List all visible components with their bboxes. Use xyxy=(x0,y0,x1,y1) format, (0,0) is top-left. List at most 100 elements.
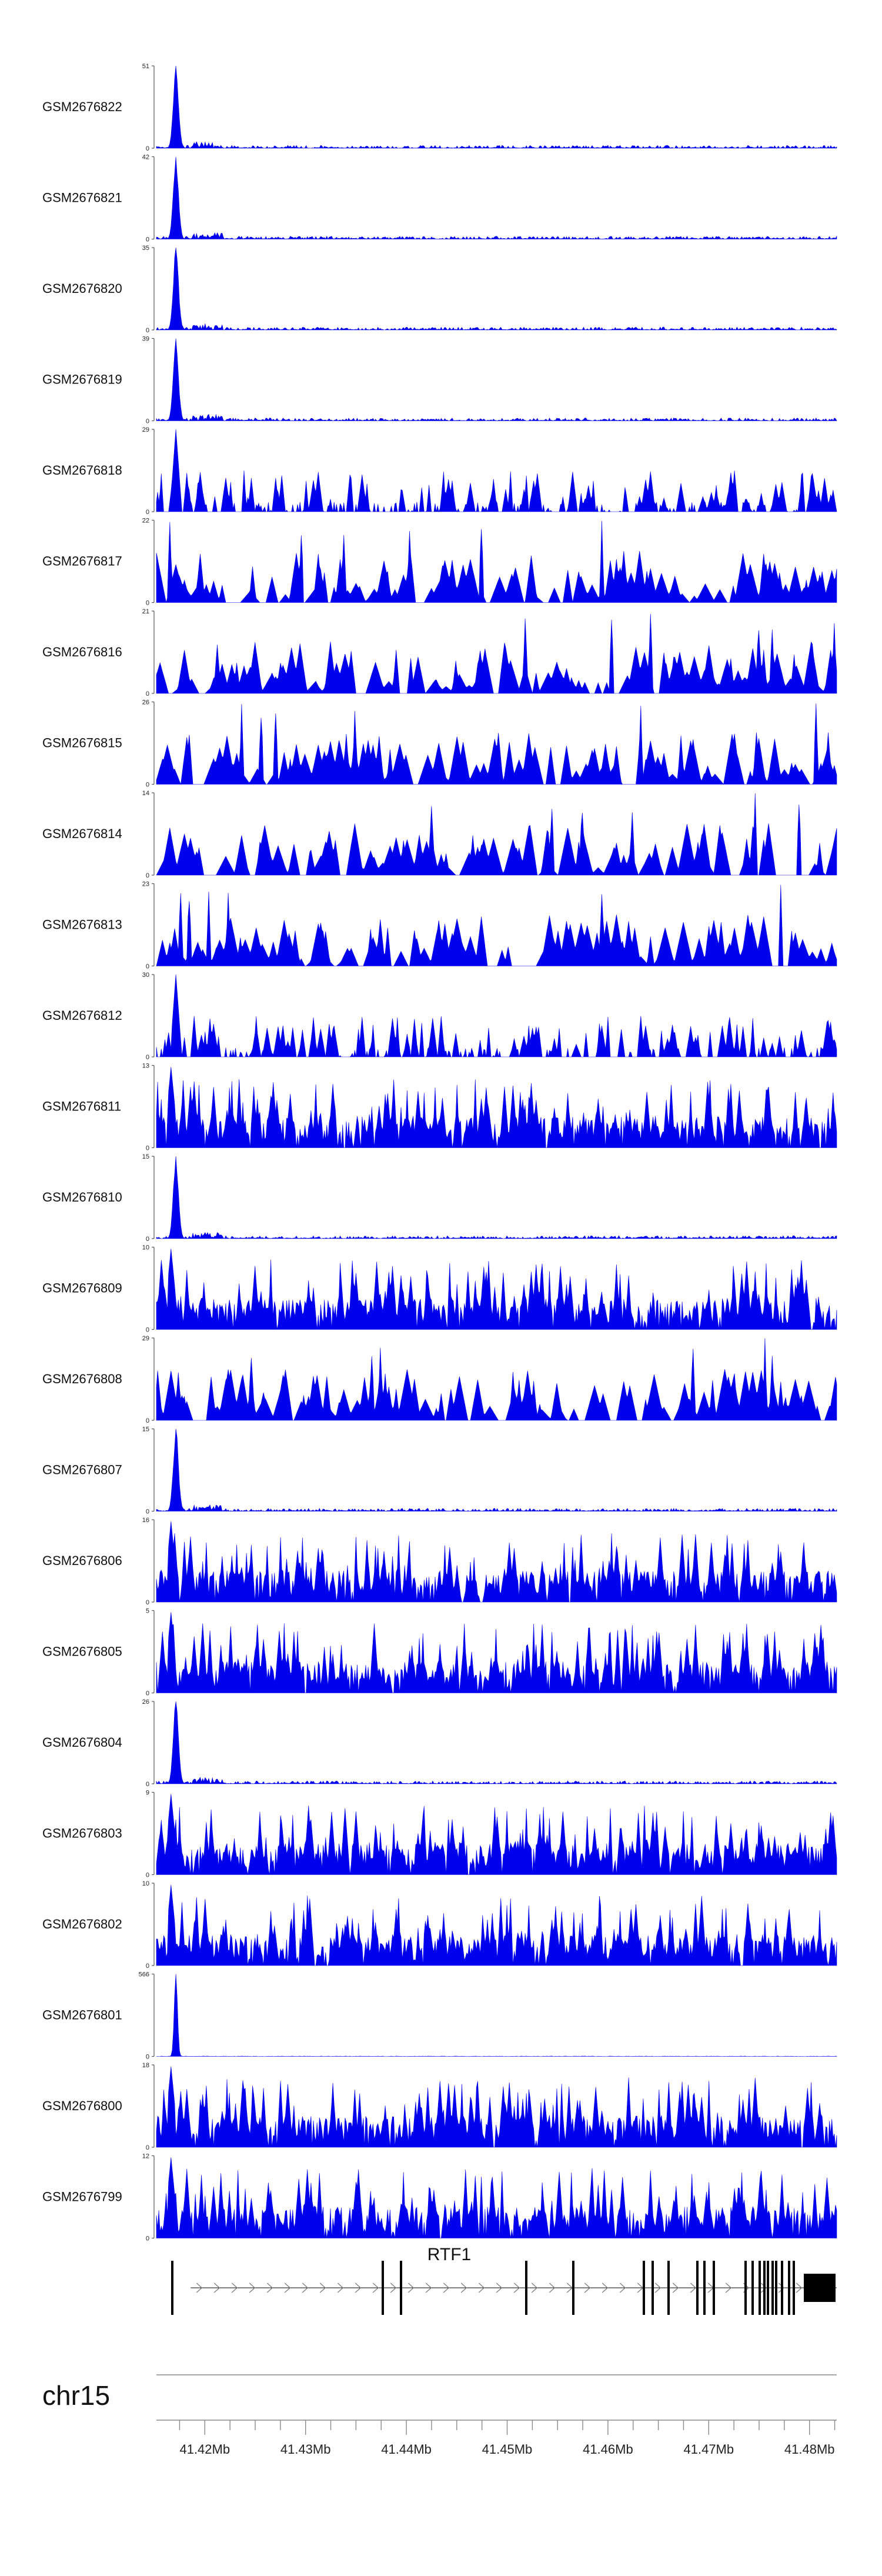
track-GSM2676815: GSM2676815 26 0 xyxy=(42,699,837,789)
y-tick-label-max: 30 xyxy=(142,972,149,979)
coverage-area xyxy=(156,338,837,422)
strand-arrow-icon xyxy=(372,2283,379,2293)
y-tick-label-max: 14 xyxy=(142,790,149,797)
track-GSM2676806: GSM2676806 16 0 xyxy=(42,1517,837,1606)
y-tick-label-max: 10 xyxy=(142,1244,149,1252)
track-GSM2676807: GSM2676807 15 0 xyxy=(42,1426,837,1516)
track-label: GSM2676814 xyxy=(42,826,122,841)
track-GSM2676801: GSM2676801 566 0 xyxy=(42,1971,837,2061)
track-GSM2676804: GSM2676804 26 0 xyxy=(42,1699,837,1788)
coverage-area xyxy=(156,156,837,240)
track-GSM2676802: GSM2676802 10 0 xyxy=(42,1880,837,1970)
exon xyxy=(667,2261,670,2315)
track-label: GSM2676821 xyxy=(42,191,122,205)
y-tick-label-zero: 0 xyxy=(146,1509,149,1516)
exon xyxy=(771,2261,774,2315)
y-tick-label-zero: 0 xyxy=(146,1417,149,1424)
strand-arrow-icon xyxy=(266,2283,273,2293)
exon xyxy=(781,2261,783,2315)
track-label: GSM2676808 xyxy=(42,1372,122,1386)
coverage-area xyxy=(156,613,837,694)
y-tick-label-zero: 0 xyxy=(146,418,149,425)
track-label: GSM2676819 xyxy=(42,372,122,387)
track-GSM2676811: GSM2676811 13 0 xyxy=(42,1063,837,1152)
y-tick-label-zero: 0 xyxy=(146,1145,149,1152)
y-tick-label-max: 35 xyxy=(142,245,149,252)
exon xyxy=(759,2261,761,2315)
strand-arrow-icon xyxy=(443,2283,450,2293)
track-label: GSM2676820 xyxy=(42,281,122,296)
strand-arrow-icon xyxy=(478,2283,485,2293)
y-tick-label-max: 18 xyxy=(142,2062,149,2069)
track-label: GSM2676807 xyxy=(42,1463,122,1477)
y-tick-label-max: 29 xyxy=(142,426,149,433)
strand-arrow-icon xyxy=(390,2283,397,2293)
y-tick-label-max: 39 xyxy=(142,336,149,343)
track-GSM2676818: GSM2676818 29 0 xyxy=(42,426,837,516)
track-label: GSM2676815 xyxy=(42,736,122,750)
strand-arrow-icon xyxy=(460,2283,467,2293)
y-tick-label-max: 42 xyxy=(142,154,149,161)
genomic-tick-label: 41.45Mb xyxy=(482,2442,533,2457)
y-tick-label-max: 15 xyxy=(142,1426,149,1433)
track-label: GSM2676802 xyxy=(42,1917,122,1931)
track-label: GSM2676812 xyxy=(42,1008,122,1023)
y-tick-label-max: 22 xyxy=(142,518,149,525)
track-label: GSM2676809 xyxy=(42,1281,122,1296)
y-tick-label-max: 26 xyxy=(142,1699,149,1706)
strand-arrow-icon xyxy=(602,2283,609,2293)
track-GSM2676814: GSM2676814 14 0 xyxy=(42,790,837,879)
coverage-area xyxy=(156,703,837,785)
strand-arrow-icon xyxy=(760,2283,767,2293)
y-tick-label-max: 5 xyxy=(146,1608,149,1615)
track-label: GSM2676803 xyxy=(42,1826,122,1841)
track-label: GSM2676806 xyxy=(42,1553,122,1568)
coverage-area xyxy=(156,2066,837,2148)
chromosome-label: chr15 xyxy=(42,2380,110,2411)
exon xyxy=(525,2261,527,2315)
exon-terminal xyxy=(804,2274,836,2302)
y-tick-label-zero: 0 xyxy=(146,2144,149,2151)
y-tick-label-zero: 0 xyxy=(146,1781,149,1788)
strand-arrow-icon xyxy=(213,2283,220,2293)
strand-arrow-icon xyxy=(407,2283,415,2293)
strand-arrow-icon xyxy=(513,2283,520,2293)
strand-arrow-icon xyxy=(249,2283,256,2293)
y-tick-label-zero: 0 xyxy=(146,963,149,970)
genomic-tick-label: 41.48Mb xyxy=(784,2442,835,2457)
strand-arrow-icon xyxy=(778,2283,785,2293)
strand-arrow-icon xyxy=(796,2283,803,2293)
exon xyxy=(713,2261,715,2315)
coverage-area xyxy=(156,520,837,603)
coverage-area xyxy=(156,429,837,512)
track-label: GSM2676804 xyxy=(42,1735,122,1750)
track-label: GSM2676822 xyxy=(42,99,122,114)
y-tick-label-max: 12 xyxy=(142,2153,149,2160)
coverage-tracks: GSM2676822510GSM2676821420GSM2676820350G… xyxy=(42,63,837,2243)
exon xyxy=(400,2261,402,2315)
track-GSM2676799: GSM2676799 12 0 xyxy=(42,2153,837,2243)
coverage-area xyxy=(156,2157,837,2238)
y-tick-label-zero: 0 xyxy=(146,236,149,243)
y-tick-label-max: 23 xyxy=(142,881,149,888)
y-tick-label-max: 16 xyxy=(142,1517,149,1524)
track-GSM2676800: GSM2676800 18 0 xyxy=(42,2062,837,2151)
y-tick-label-zero: 0 xyxy=(146,600,149,607)
track-GSM2676813: GSM2676813 23 0 xyxy=(42,881,837,970)
track-GSM2676808: GSM2676808 29 0 xyxy=(42,1335,837,1424)
y-tick-label-max: 15 xyxy=(142,1153,149,1160)
exon xyxy=(171,2261,173,2315)
genomic-axis: chr15 41.42Mb 41.43Mb 41.44Mb 41.45Mb 41.46Mb… xyxy=(42,2374,837,2457)
strand-arrow-icon xyxy=(319,2283,326,2293)
y-tick-label-zero: 0 xyxy=(146,1963,149,1970)
genomic-tick-label: 41.43Mb xyxy=(280,2442,331,2457)
strand-arrow-icon xyxy=(496,2283,503,2293)
strand-arrow-icon xyxy=(584,2283,591,2293)
track-label: GSM2676801 xyxy=(42,2008,122,2023)
track-GSM2676822: GSM2676822 51 0 xyxy=(42,63,837,152)
y-tick-label-zero: 0 xyxy=(146,1599,149,1606)
gene-track: RTF1 xyxy=(171,2245,837,2315)
exon xyxy=(788,2261,790,2315)
strand-arrow-icon xyxy=(196,2283,203,2293)
